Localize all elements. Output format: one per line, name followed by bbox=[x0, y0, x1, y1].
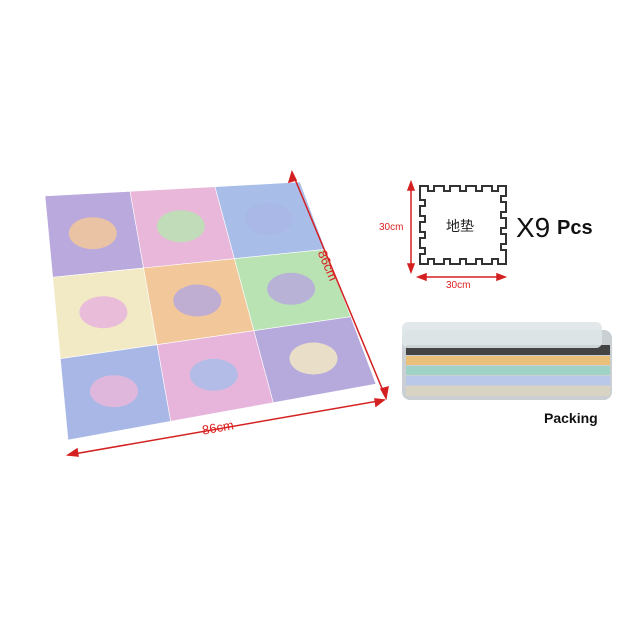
tile-picture bbox=[289, 342, 338, 375]
single-tile-outline bbox=[419, 185, 507, 265]
tile-picture bbox=[267, 272, 316, 305]
tile-width-dimension-line bbox=[415, 272, 508, 282]
packed-mats-stack bbox=[402, 322, 612, 400]
tile-picture bbox=[173, 284, 222, 317]
packing-label: Packing bbox=[544, 410, 598, 426]
tile-picture bbox=[68, 217, 117, 250]
mat-height-dimension-line bbox=[287, 169, 389, 401]
tile-picture bbox=[156, 210, 205, 243]
tile-picture bbox=[90, 375, 138, 408]
tile-picture bbox=[244, 203, 293, 236]
tile-height-label: 30cm bbox=[379, 222, 404, 233]
tile-picture bbox=[79, 296, 128, 329]
quantity-unit: Pcs bbox=[557, 217, 593, 239]
tile-height-dimension-line bbox=[406, 179, 416, 275]
mat-width-dimension-line bbox=[65, 398, 386, 457]
tile-width-label: 30cm bbox=[446, 280, 471, 291]
tile-picture bbox=[189, 358, 238, 391]
foam-mat-assembled bbox=[44, 181, 377, 441]
quantity-multiplier: X9 bbox=[516, 212, 551, 243]
tile-name-label: 地垫 bbox=[446, 218, 474, 234]
